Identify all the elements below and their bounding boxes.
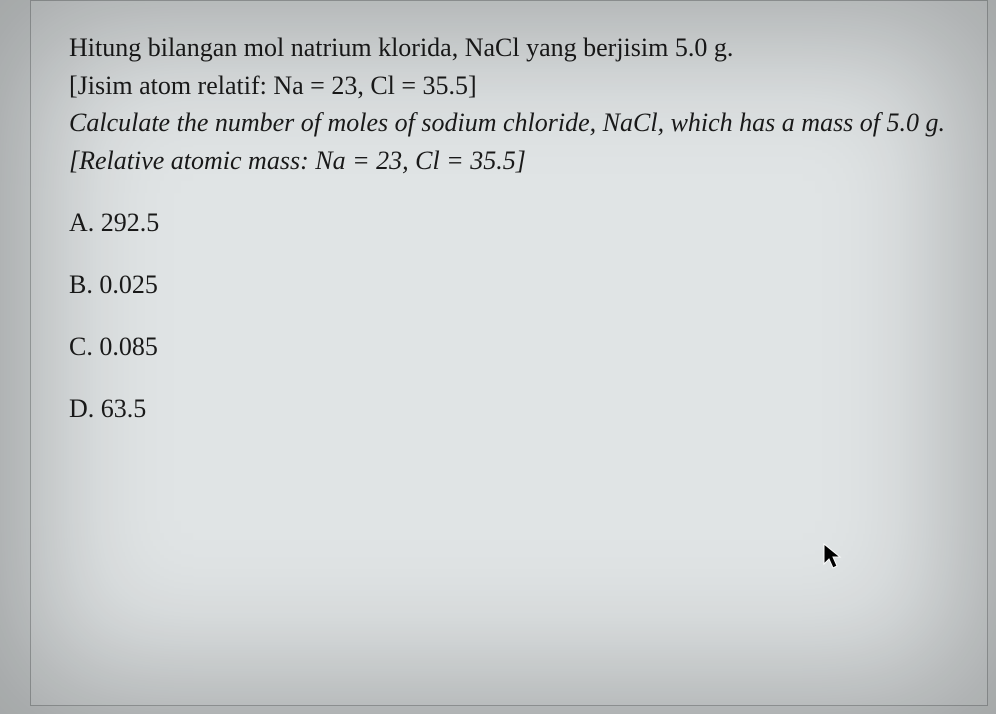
options-list: A. 292.5 B. 0.025 C. 0.085 D. 63.5 (69, 208, 965, 424)
question-container: Hitung bilangan mol natrium klorida, NaC… (30, 0, 988, 706)
question-malay-line1: Hitung bilangan mol natrium klorida, NaC… (69, 29, 965, 67)
question-english-line2: [Relative atomic mass: Na = 23, Cl = 35.… (69, 142, 965, 180)
question-english-line1: Calculate the number of moles of sodium … (69, 104, 965, 142)
mouse-cursor-icon (822, 542, 844, 572)
option-b[interactable]: B. 0.025 (69, 270, 965, 300)
question-malay-line2: [Jisim atom relatif: Na = 23, Cl = 35.5] (69, 67, 965, 105)
option-d[interactable]: D. 63.5 (69, 394, 965, 424)
option-c[interactable]: C. 0.085 (69, 332, 965, 362)
option-a[interactable]: A. 292.5 (69, 208, 965, 238)
